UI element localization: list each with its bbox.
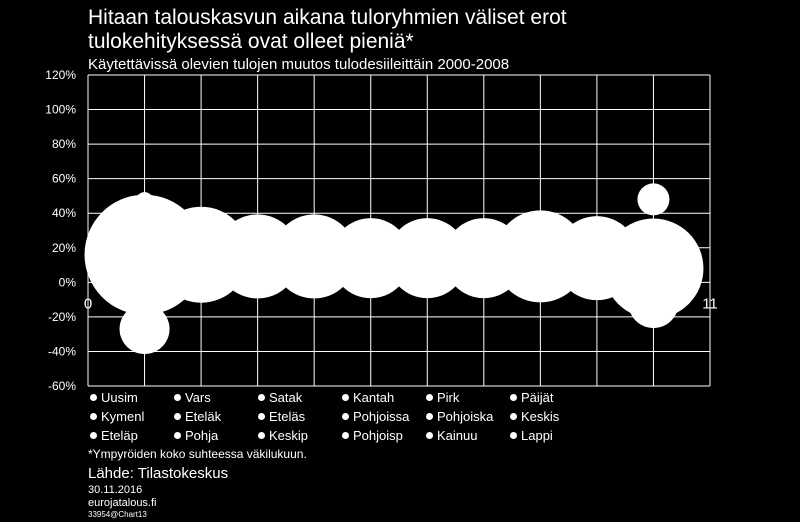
y-axis: 120% 100% 80% 60% 40% 20% 0% -20% -40% -60% [45,68,76,393]
bubble [272,214,357,299]
legend-label: Kymenl [101,409,145,424]
legend-marker-icon [342,413,349,420]
legend-item: Eteläk [174,409,221,424]
legend-marker-icon [426,432,433,439]
legend-item: Satak [258,390,302,405]
legend-label: Eteläp [101,428,138,443]
legend-item: Pohjoisp [342,428,403,443]
legend-item: Päijät [510,390,554,405]
legend-item: Pohja [174,428,218,443]
legend-marker-icon [90,394,97,401]
x-tick-label: 0 [84,295,92,312]
legend-marker-icon [258,413,265,420]
y-tick-label: -40% [48,344,76,358]
bubble [628,278,679,329]
legend-label: Päijät [521,390,554,405]
legend-marker-icon [174,413,181,420]
legend-marker-icon [342,394,349,401]
legend-marker-icon [342,432,349,439]
legend-item: Keskip [258,428,308,443]
legend-marker-icon [426,413,433,420]
y-tick-label: 100% [45,103,76,117]
source-label: Lähde: Tilastokeskus [88,465,229,482]
y-tick-label: 120% [45,68,76,82]
bubble [135,192,154,211]
legend-marker-icon [258,394,265,401]
legend-item: Pohjoiska [426,409,493,424]
legend-item: Pohjoissa [342,409,409,424]
bubble [637,183,670,216]
legend-label: Lappi [521,428,553,443]
y-tick-label: -20% [48,310,76,324]
bubble [387,218,468,299]
chart-title-line-1: Hitaan talouskasvun aikana tuloryhmien v… [88,6,567,29]
legend-label: Eteläs [269,409,306,424]
legend-item: Kainuu [426,428,477,443]
y-tick-label: -60% [48,379,76,393]
legend-label: Pohjoiska [437,409,494,424]
legend-item: Uusim [90,390,138,405]
legend-marker-icon [90,432,97,439]
legend-marker-icon [258,432,265,439]
legend-item: Pirk [426,390,459,405]
legend-marker-icon [90,413,97,420]
legend-label: Kantah [353,390,395,405]
bubble [603,218,704,319]
bubble-chart: 120% 100% 80% 60% 40% 20% 0% -20% -40% -60% 0 11 [45,68,718,393]
legend-item: Kymenl [90,409,144,424]
legend-label: Uusim [101,390,138,405]
bubble [119,303,170,354]
legend-item: Lappi [510,428,553,443]
bubble-layer [84,183,704,354]
chart-title-line-2: tulokehityksessä ovat olleet pieniä* [88,30,414,53]
legend-label: Keskis [521,409,560,424]
legend-marker-icon [510,413,517,420]
legend-marker-icon [510,432,517,439]
legend-item: Keskis [510,409,559,424]
legend-marker-icon [426,394,433,401]
legend-item: Kantah [342,390,394,405]
x-axis: 0 11 [84,295,718,312]
legend-label: Pirk [437,390,460,405]
legend-item: Eteläs [258,409,305,424]
legend-label: Pohjoissa [353,409,410,424]
legend-marker-icon [174,432,181,439]
chart-id-label: 33954@Chart13 [88,510,147,519]
bubble [330,218,411,299]
site-label: eurojatalous.fi [88,497,157,509]
legend-label: Pohjoisp [353,428,403,443]
legend-item: Eteläp [90,428,138,443]
legend-label: Vars [185,390,211,405]
legend-marker-icon [510,394,517,401]
legend-label: Satak [269,390,303,405]
date-label: 30.11.2016 [88,484,143,496]
y-tick-label: 60% [52,172,76,186]
legend-label: Keskip [269,428,309,443]
legend-label: Kainuu [437,428,478,443]
y-tick-label: 0% [59,275,77,289]
legend-label: Pohja [185,428,219,443]
y-tick-label: 80% [52,137,76,151]
y-tick-label: 20% [52,241,76,255]
legend-item: Vars [174,390,211,405]
chart-subtitle: Käytettävissä olevien tulojen muutos tul… [88,56,510,73]
legend-label: Eteläk [185,409,222,424]
x-tick-label: 11 [702,295,718,312]
footnote: *Ympyröiden koko suhteessa väkilukuun. [88,447,307,461]
legend-marker-icon [174,394,181,401]
y-tick-label: 40% [52,206,76,220]
